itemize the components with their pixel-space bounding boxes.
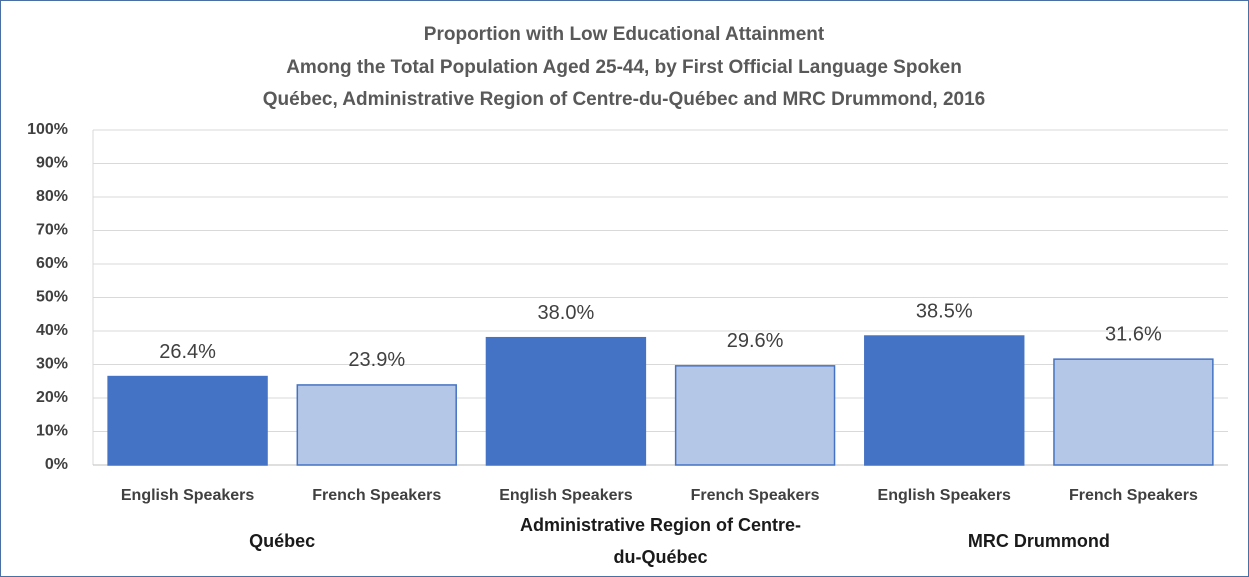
chart-title: Proportion with Low Educational Attainme… bbox=[424, 24, 825, 45]
y-tick-label: 10% bbox=[36, 423, 68, 440]
value-label: 26.4% bbox=[159, 341, 216, 363]
chart-subtitle: Among the Total Population Aged 25-44, b… bbox=[286, 57, 962, 78]
y-tick-label: 60% bbox=[36, 255, 68, 272]
x-tick-label: French Speakers bbox=[312, 487, 441, 504]
y-tick-label: 80% bbox=[36, 188, 68, 205]
y-tick-label: 30% bbox=[36, 356, 68, 373]
value-label: 31.6% bbox=[1105, 323, 1162, 345]
x-tick-label: French Speakers bbox=[1069, 487, 1198, 504]
bar bbox=[674, 365, 836, 466]
x-tick-label: English Speakers bbox=[499, 487, 632, 504]
value-label: 23.9% bbox=[348, 349, 405, 371]
y-tick-label: 100% bbox=[27, 121, 68, 138]
x-tick-label: English Speakers bbox=[878, 487, 1011, 504]
y-tick-label: 40% bbox=[36, 322, 68, 339]
value-label: 38.0% bbox=[538, 302, 595, 324]
group-label: Québec bbox=[249, 531, 316, 551]
value-label: 29.6% bbox=[727, 330, 784, 352]
bar bbox=[1053, 358, 1214, 466]
bar bbox=[864, 335, 1025, 466]
x-tick-label: French Speakers bbox=[691, 487, 820, 504]
group-label: Administrative Region of Centre-du-Québe… bbox=[519, 515, 802, 567]
bar bbox=[107, 375, 268, 466]
bar bbox=[296, 384, 457, 466]
y-tick-label: 90% bbox=[36, 155, 68, 172]
chart-subtitle: Québec, Administrative Region of Centre-… bbox=[263, 89, 985, 110]
x-tick-label: English Speakers bbox=[121, 487, 254, 504]
bar bbox=[485, 336, 647, 466]
value-label: 38.5% bbox=[916, 300, 973, 322]
group-label: MRC Drummond bbox=[967, 531, 1110, 551]
y-tick-label: 0% bbox=[45, 456, 68, 473]
y-tick-label: 70% bbox=[36, 222, 68, 239]
y-tick-label: 20% bbox=[36, 389, 68, 406]
y-tick-label: 50% bbox=[36, 289, 68, 306]
